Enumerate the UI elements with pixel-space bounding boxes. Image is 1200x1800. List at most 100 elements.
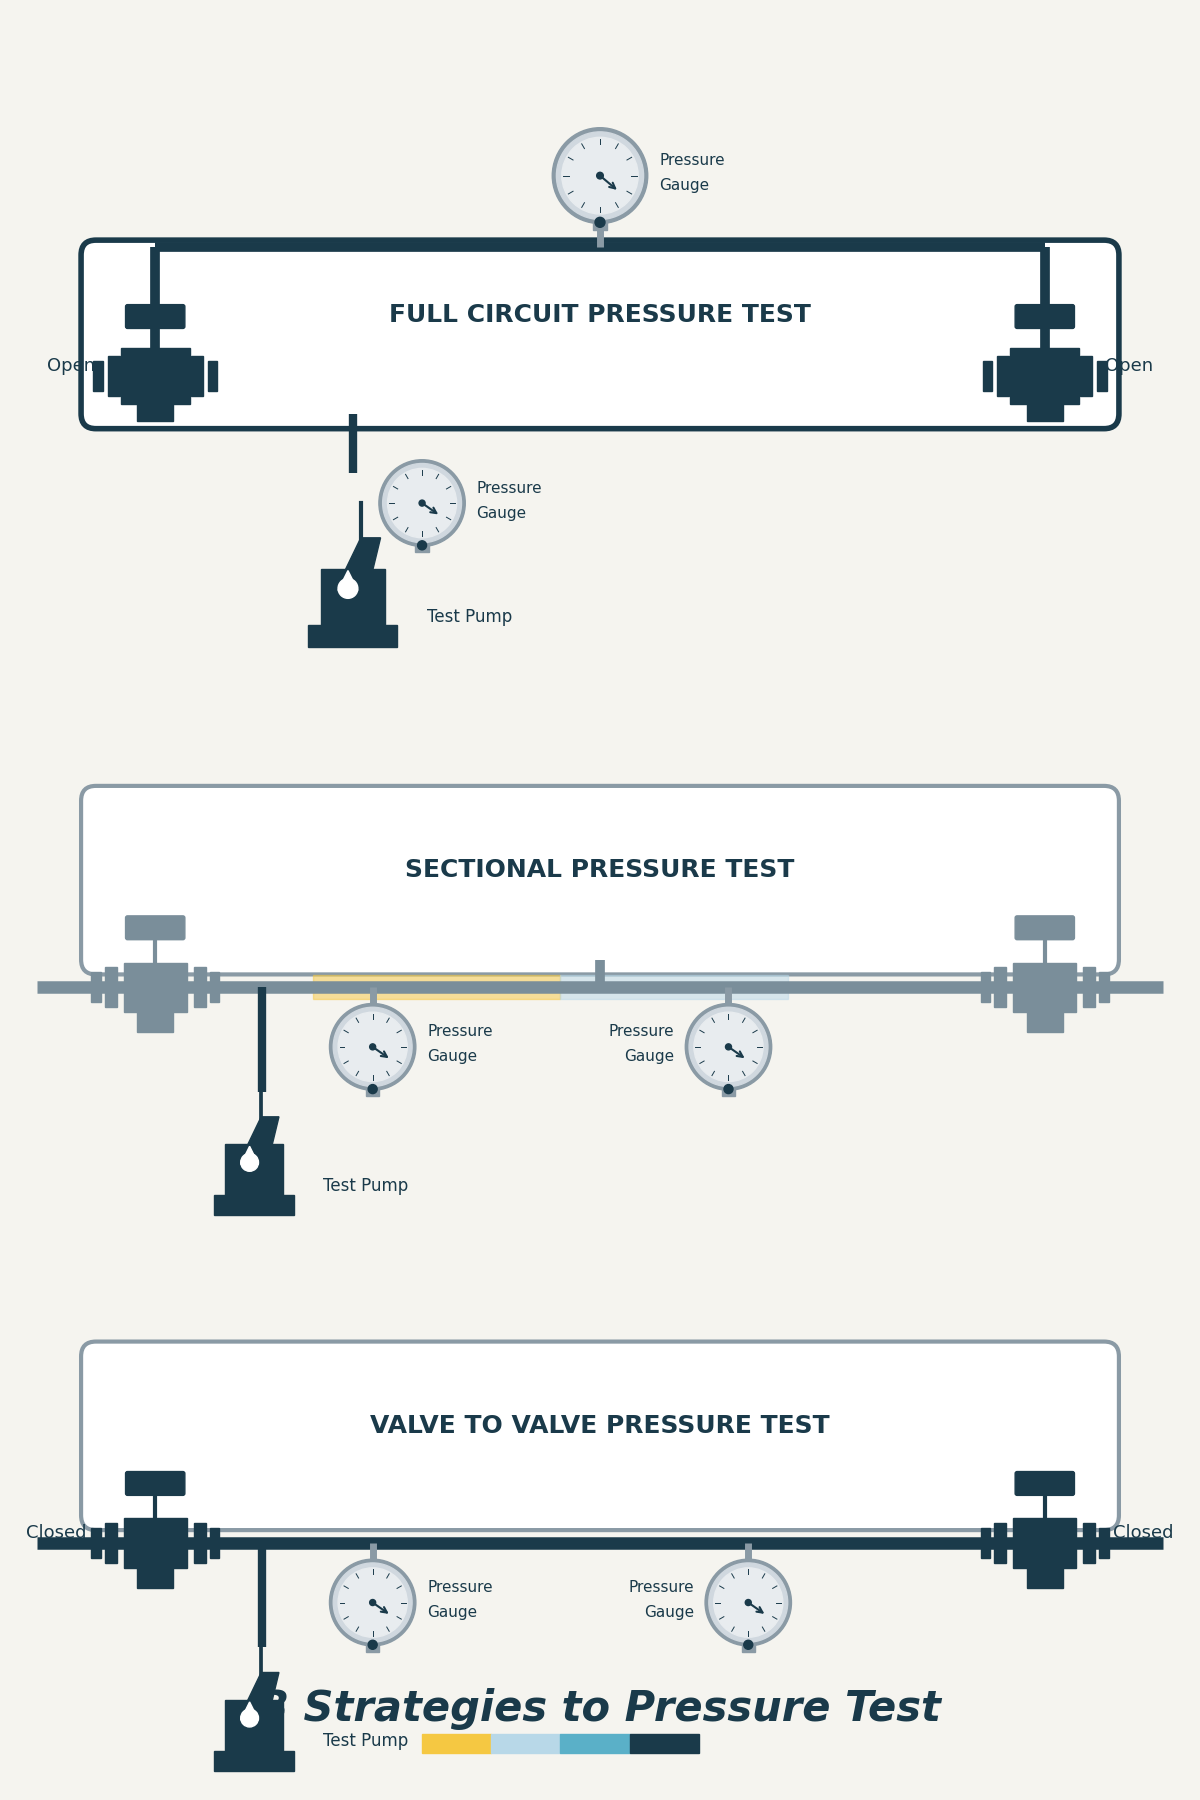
Text: Closed: Closed [1114, 1525, 1174, 1543]
FancyBboxPatch shape [995, 1523, 1007, 1562]
FancyBboxPatch shape [1084, 1523, 1096, 1562]
FancyBboxPatch shape [422, 1733, 491, 1753]
FancyBboxPatch shape [210, 972, 220, 1003]
Circle shape [418, 540, 426, 549]
Circle shape [368, 1640, 377, 1649]
FancyBboxPatch shape [1027, 1012, 1062, 1031]
Text: SECTIONAL PRESSURE TEST: SECTIONAL PRESSURE TEST [406, 859, 794, 882]
Circle shape [241, 1710, 258, 1726]
FancyBboxPatch shape [560, 1733, 630, 1753]
Text: Pressure: Pressure [427, 1580, 493, 1595]
FancyBboxPatch shape [742, 1642, 755, 1652]
FancyBboxPatch shape [226, 1145, 283, 1197]
FancyBboxPatch shape [208, 362, 217, 391]
Circle shape [744, 1640, 752, 1649]
Circle shape [383, 463, 462, 542]
Circle shape [388, 468, 457, 538]
Circle shape [370, 1044, 376, 1049]
FancyBboxPatch shape [138, 1568, 173, 1588]
Text: Pressure: Pressure [427, 1024, 493, 1039]
FancyBboxPatch shape [415, 542, 428, 553]
FancyBboxPatch shape [1015, 1472, 1074, 1496]
Text: Pressure: Pressure [476, 481, 542, 495]
FancyBboxPatch shape [1015, 304, 1074, 328]
FancyBboxPatch shape [1099, 972, 1109, 1003]
Circle shape [726, 1044, 732, 1049]
FancyBboxPatch shape [82, 787, 1118, 974]
FancyBboxPatch shape [980, 972, 990, 1003]
Text: Test Pump: Test Pump [323, 1177, 408, 1195]
Text: Test Pump: Test Pump [427, 608, 512, 626]
FancyBboxPatch shape [121, 347, 190, 403]
FancyBboxPatch shape [193, 967, 205, 1008]
FancyBboxPatch shape [104, 1523, 116, 1562]
FancyBboxPatch shape [214, 1751, 294, 1771]
FancyBboxPatch shape [226, 1699, 283, 1753]
FancyBboxPatch shape [191, 356, 203, 396]
Circle shape [685, 1003, 772, 1091]
Circle shape [596, 173, 604, 178]
FancyBboxPatch shape [980, 1528, 990, 1557]
Circle shape [241, 1154, 258, 1172]
FancyBboxPatch shape [366, 1087, 379, 1096]
FancyBboxPatch shape [126, 304, 185, 328]
FancyBboxPatch shape [322, 569, 384, 626]
FancyBboxPatch shape [82, 239, 1118, 428]
FancyBboxPatch shape [124, 963, 187, 1012]
Circle shape [334, 1562, 412, 1642]
FancyBboxPatch shape [214, 1195, 294, 1215]
FancyBboxPatch shape [491, 1733, 560, 1753]
FancyBboxPatch shape [997, 356, 1009, 396]
Circle shape [379, 459, 466, 547]
Text: Open: Open [1105, 356, 1153, 374]
FancyBboxPatch shape [1099, 1528, 1109, 1557]
FancyBboxPatch shape [1097, 362, 1108, 391]
Circle shape [706, 1559, 792, 1645]
Text: Gauge: Gauge [427, 1606, 478, 1620]
Text: Closed: Closed [26, 1525, 86, 1543]
Circle shape [330, 1003, 416, 1091]
Text: FULL CIRCUIT PRESSURE TEST: FULL CIRCUIT PRESSURE TEST [389, 302, 811, 326]
Circle shape [338, 578, 358, 598]
Circle shape [689, 1008, 768, 1087]
FancyBboxPatch shape [124, 1517, 187, 1568]
FancyBboxPatch shape [1010, 347, 1079, 403]
FancyBboxPatch shape [1080, 356, 1092, 396]
FancyBboxPatch shape [1013, 1517, 1076, 1568]
Circle shape [368, 1085, 377, 1094]
Polygon shape [344, 538, 380, 571]
Circle shape [338, 1568, 407, 1638]
Circle shape [370, 1600, 376, 1606]
FancyBboxPatch shape [91, 972, 101, 1003]
FancyBboxPatch shape [126, 1472, 185, 1496]
Text: Gauge: Gauge [427, 1049, 478, 1064]
Polygon shape [241, 1703, 258, 1719]
FancyBboxPatch shape [1015, 916, 1074, 940]
FancyBboxPatch shape [721, 1087, 736, 1096]
FancyBboxPatch shape [995, 967, 1007, 1008]
Circle shape [338, 1012, 407, 1082]
FancyBboxPatch shape [983, 362, 992, 391]
Circle shape [557, 131, 643, 220]
FancyBboxPatch shape [1027, 1568, 1062, 1588]
Text: VALVE TO VALVE PRESSURE TEST: VALVE TO VALVE PRESSURE TEST [370, 1415, 830, 1438]
FancyBboxPatch shape [138, 401, 173, 421]
Circle shape [714, 1568, 782, 1638]
FancyBboxPatch shape [308, 625, 397, 646]
Circle shape [552, 128, 648, 223]
Circle shape [745, 1600, 751, 1606]
Text: Gauge: Gauge [476, 506, 527, 520]
Text: Pressure: Pressure [629, 1580, 694, 1595]
FancyBboxPatch shape [313, 976, 560, 999]
FancyBboxPatch shape [1013, 963, 1076, 1012]
FancyBboxPatch shape [210, 1528, 220, 1557]
Polygon shape [247, 1672, 278, 1703]
Circle shape [330, 1559, 416, 1645]
Text: Pressure: Pressure [659, 153, 725, 167]
FancyBboxPatch shape [92, 362, 103, 391]
Polygon shape [241, 1147, 258, 1165]
FancyBboxPatch shape [1027, 401, 1062, 421]
Circle shape [595, 218, 605, 227]
Text: Gauge: Gauge [659, 178, 709, 193]
Text: Gauge: Gauge [643, 1606, 694, 1620]
